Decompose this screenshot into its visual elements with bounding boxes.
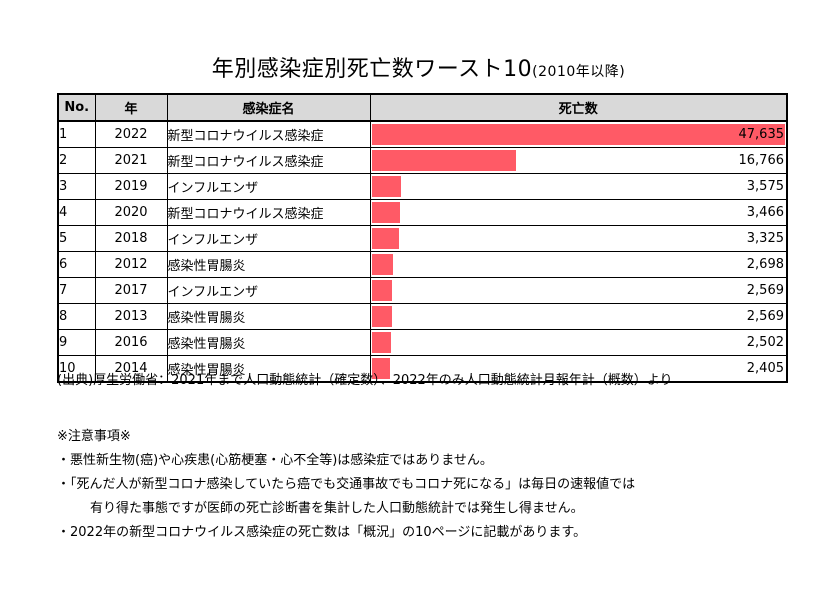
cell-disease: 新型コロナウイルス感染症 [166,147,371,174]
death-count-label: 2,502 [746,335,784,350]
death-bar [371,332,392,353]
cell-no: 7 [57,277,96,304]
cell-year: 2016 [94,329,168,356]
ranking-table: No. 年 感染症名 死亡数 1 2022 新型コロナウイルス感染症 47,635 2 2… [57,93,788,383]
source-note: (出典)厚生労働省：2021年まで人口動態統計（確定数）、2022年のみ人口動態… [57,373,673,388]
cell-deaths: 16,766 [369,147,788,174]
cell-deaths: 47,635 [369,120,788,148]
cell-no: 9 [57,329,96,356]
note-item: 有り得た事態ですが医師の死亡診断書を集計した人口動態統計では発生し得ません。 [90,501,584,516]
death-bar [371,202,400,223]
cell-no: 8 [57,303,96,330]
death-count-label: 3,466 [746,205,784,220]
cell-disease: インフルエンザ [166,225,371,252]
cell-disease: 感染性胃腸炎 [166,303,371,330]
cell-deaths: 2,569 [369,303,788,330]
cell-no: 4 [57,199,96,226]
table-row: 2 2021 新型コロナウイルス感染症 16,766 [57,147,788,174]
note-item: ・「死んだ人が新型コロナ感染していたら癌でも交通事故でもコロナ死になる」は毎日の… [57,477,636,492]
death-bar [371,228,399,249]
cell-disease: 感染性胃腸炎 [166,251,371,278]
cell-year: 2019 [94,173,168,200]
cell-disease: 新型コロナウイルス感染症 [166,199,371,226]
death-bar [371,358,391,379]
cell-year: 2012 [94,251,168,278]
death-bar [371,254,394,275]
death-count-label: 2,405 [746,361,784,376]
table-row: 4 2020 新型コロナウイルス感染症 3,466 [57,199,788,226]
cell-year: 2021 [94,147,168,174]
cell-no: 6 [57,251,96,278]
death-count-label: 16,766 [738,153,785,168]
cell-disease: 感染性胃腸炎 [166,355,371,383]
notes-heading: ※注意事項※ [57,429,131,444]
death-count-label: 2,698 [746,257,784,272]
table-header-row: No. 年 感染症名 死亡数 [57,93,788,122]
table-row: 8 2013 感染性胃腸炎 2,569 [57,303,788,330]
table-row: 3 2019 インフルエンザ 3,575 [57,173,788,200]
cell-year: 2017 [94,277,168,304]
cell-deaths: 3,466 [369,199,788,226]
header-disease: 感染症名 [166,93,371,122]
note-item: ・悪性新生物(癌)や心疾患(心筋梗塞・心不全等)は感染症ではありません。 [57,453,493,468]
note-item: ・2022年の新型コロナウイルス感染症の死亡数は「概況」の10ページに記載があり… [57,525,587,540]
cell-year: 2014 [94,355,168,383]
page-title: 年別感染症別死亡数ワースト10(2010年以降) [0,56,837,86]
death-bar [371,150,516,171]
death-bar [371,306,392,327]
notes-section: ※注意事項※ ・悪性新生物(癌)や心疾患(心筋梗塞・心不全等)は感染症ではありま… [57,425,635,545]
cell-disease: 新型コロナウイルス感染症 [166,120,371,148]
header-no: No. [57,93,96,122]
death-bar [371,280,392,301]
death-bar [371,176,401,197]
cell-disease: インフルエンザ [166,277,371,304]
table-row: 6 2012 感染性胃腸炎 2,698 [57,251,788,278]
cell-no: 2 [57,147,96,174]
cell-deaths: 3,325 [369,225,788,252]
death-count-label: 2,569 [746,309,784,324]
cell-disease: インフルエンザ [166,173,371,200]
cell-deaths: 2,698 [369,251,788,278]
title-sub: (2010年以降) [532,64,626,80]
cell-disease: 感染性胃腸炎 [166,329,371,356]
cell-year: 2022 [94,120,168,148]
death-count-label: 47,635 [738,127,785,142]
table-row: 10 2014 感染性胃腸炎 2,405 [57,355,788,383]
death-count-label: 3,325 [746,231,784,246]
table-row: 7 2017 インフルエンザ 2,569 [57,277,788,304]
cell-no: 5 [57,225,96,252]
header-deaths: 死亡数 [369,93,788,122]
header-year: 年 [94,93,168,122]
cell-year: 2018 [94,225,168,252]
cell-deaths: 2,405 [369,355,788,383]
cell-deaths: 3,575 [369,173,788,200]
cell-year: 2013 [94,303,168,330]
cell-year: 2020 [94,199,168,226]
death-count-label: 3,575 [746,179,784,194]
cell-deaths: 2,502 [369,329,788,356]
cell-no: 3 [57,173,96,200]
death-count-label: 2,569 [746,283,784,298]
cell-no: 10 [57,355,96,383]
table-row: 9 2016 感染性胃腸炎 2,502 [57,329,788,356]
death-bar [371,124,785,145]
title-main: 年別感染症別死亡数ワースト10 [211,57,533,82]
cell-deaths: 2,569 [369,277,788,304]
table-row: 5 2018 インフルエンザ 3,325 [57,225,788,252]
cell-no: 1 [57,120,96,148]
table-row: 1 2022 新型コロナウイルス感染症 47,635 [57,120,788,148]
